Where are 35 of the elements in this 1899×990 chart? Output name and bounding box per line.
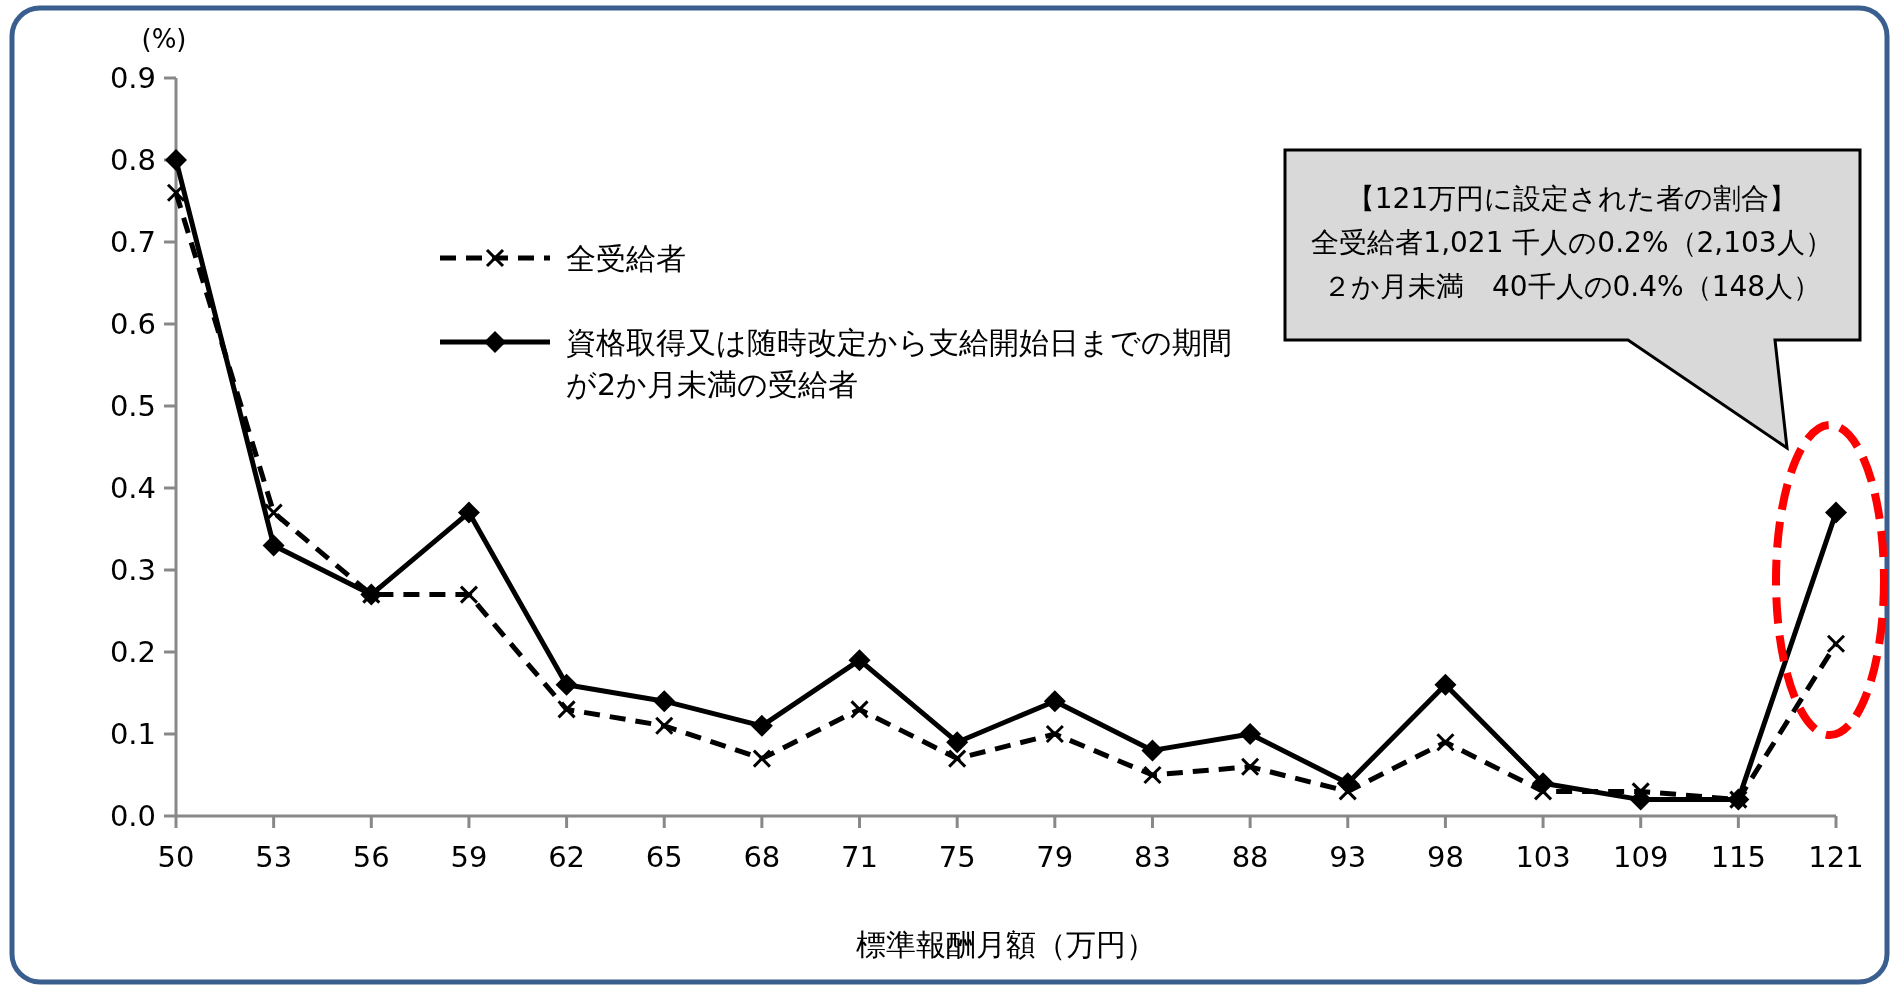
y-tick-label: 0.3	[109, 553, 156, 587]
annotation: 【121万円に設定された者の割合】	[1346, 182, 1798, 215]
y-tick-label: 0.4	[109, 471, 156, 505]
y-tick-label: 0.8	[109, 143, 156, 177]
y-tick-label: 0.6	[109, 307, 156, 341]
x-tick-label: 75	[938, 840, 976, 874]
y-tick-label: 0.7	[109, 225, 156, 259]
x-tick-label: 68	[743, 840, 781, 874]
legend-label: 全受給者	[566, 241, 686, 276]
x-tick-label: 103	[1515, 840, 1571, 874]
x-tick-label: 53	[255, 840, 293, 874]
annotation: 全受給者1,021 千人の0.2%（2,103人）	[1311, 226, 1833, 259]
x-axis-title: 標準報酬月額（万円）	[856, 927, 1156, 962]
y-tick-label: 0.2	[109, 635, 156, 669]
x-tick-label: 109	[1613, 840, 1669, 874]
y-tick-label: 0.1	[109, 717, 156, 751]
x-tick-label: 115	[1710, 840, 1767, 874]
x-tick-label: 83	[1134, 840, 1171, 874]
x-tick-label: 98	[1426, 840, 1464, 874]
x-tick-label: 65	[645, 840, 683, 874]
y-axis-title: (%)	[141, 24, 187, 54]
y-tick-label: 0.5	[109, 389, 156, 423]
x-tick-label: 62	[548, 840, 586, 874]
x-tick-label: 59	[450, 840, 488, 874]
y-tick-label: 0.9	[109, 61, 156, 95]
x-tick-label: 71	[841, 840, 878, 874]
x-tick-label: 79	[1036, 840, 1074, 874]
y-tick-label: 0.0	[109, 799, 156, 833]
x-tick-label: 56	[352, 840, 390, 874]
x-tick-label: 121	[1808, 840, 1864, 874]
legend-label: 資格取得又は随時改定から支給開始日までの期間が2か月未満の受給者	[566, 325, 1232, 402]
x-tick-label: 50	[157, 840, 195, 874]
x-tick-label: 93	[1329, 840, 1367, 874]
x-tick-label: 88	[1231, 840, 1269, 874]
annotation: ２か月未満 40千人の0.4%（148人）	[1322, 270, 1822, 303]
